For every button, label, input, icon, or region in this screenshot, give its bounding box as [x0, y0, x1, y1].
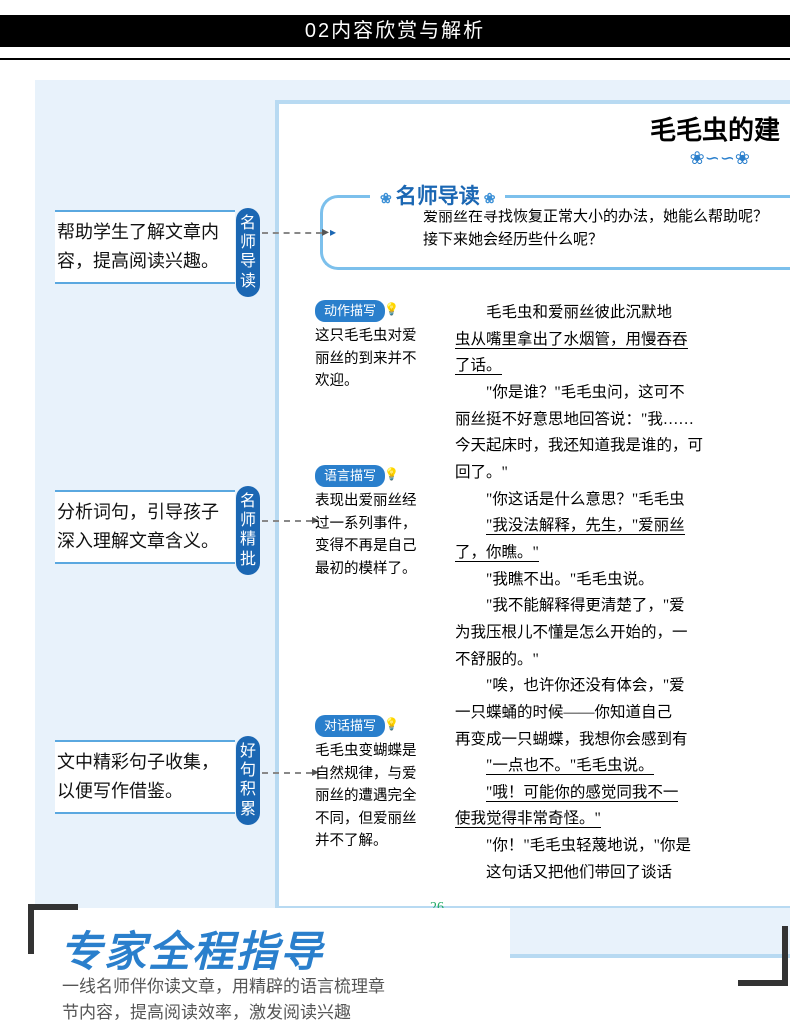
underlined-text: 了，你瞧。": [455, 544, 539, 562]
body-line: "你这话是什么意思？"毛毛虫: [455, 487, 790, 514]
annotation-tag: 动作描写💡: [315, 300, 385, 322]
expert-sub1: 一线名师伴你读文章，用精辟的语言梳理章: [62, 977, 385, 996]
bottom-section: 专家全程指导 一线名师伴你读文章，用精辟的语言梳理章 节内容，提高阅读效率，激发…: [0, 908, 790, 1030]
guide-arrow-icon: ▸: [330, 225, 336, 239]
annotation-text: 表现出爱丽丝经过一系列事件，变得不再是自己最初的模样了。: [315, 493, 417, 576]
body-line: 使我觉得非常奇怪。": [455, 806, 790, 833]
annotation-text: 这只毛毛虫对爱丽丝的到来并不欢迎。: [315, 328, 417, 389]
guide-text: 爱丽丝在寻找恢复正常大小的办法，她能么帮助呢？接下来她会经历些什么呢？: [423, 206, 780, 251]
section-title-bar: 02内容欣赏与解析: [0, 15, 790, 47]
underlined-text: 使我觉得非常奇怪。": [455, 810, 601, 828]
dashed-arrow-icon: [262, 232, 322, 234]
body-line: "哦！可能你的感觉同我不一: [455, 780, 790, 807]
callout-box: 分析词句，引导孩子深入理解文章含义。: [55, 490, 235, 564]
pill-label: 好句积累: [236, 736, 260, 825]
body-line: 一只蝶蛹的时候——你知道自己: [455, 700, 790, 727]
body-line: "我瞧不出。"毛毛虫说。: [455, 567, 790, 594]
body-line: "一点也不。"毛毛虫说。: [455, 753, 790, 780]
expert-sub2: 节内容，提高阅读效率，激发阅读兴趣: [62, 1003, 351, 1022]
body-line: 了话。: [455, 353, 790, 380]
body-line: 丽丝挺不好意思地回答说："我……: [455, 407, 790, 434]
body-line: "你！"毛毛虫轻蔑地说，"你是: [455, 833, 790, 860]
header-band: 02内容欣赏与解析: [0, 0, 790, 60]
bulb-icon: 💡: [384, 715, 399, 734]
body-line: 今天起床时，我还知道我是谁的，可: [455, 433, 790, 460]
underlined-text: "一点也不。"毛毛虫说。: [486, 757, 654, 775]
body-line: 再变成一只蝴蝶，我想你会感到有: [455, 727, 790, 754]
dashed-arrow-icon: [262, 772, 312, 774]
dashed-arrow-icon: [262, 520, 312, 522]
annotation-text: 毛毛虫变蝴蝶是自然规律，与爱丽丝的遭遇完全不同，但爱丽丝并不了解。: [315, 743, 417, 849]
flourish-icon: ❀∽∽❀: [690, 148, 750, 169]
body-line: 了，你瞧。": [455, 540, 790, 567]
chapter-title: 毛毛虫的建: [650, 110, 780, 147]
body-line: "我没法解释，先生，"爱丽丝: [455, 513, 790, 540]
body-text-column: 毛毛虫和爱丽丝彼此沉默地虫从嘴里拿出了水烟管，用慢吞吞了话。 "你是谁？"毛毛虫问…: [455, 300, 790, 886]
body-line: 毛毛虫和爱丽丝彼此沉默地: [455, 300, 790, 327]
body-line: "你是谁？"毛毛虫问，这可不: [455, 380, 790, 407]
annotation-tag: 对话描写💡: [315, 715, 385, 737]
bulb-icon: 💡: [384, 465, 399, 484]
body-line: 这句话又把他们带回了谈话: [455, 860, 790, 887]
callout-box: 帮助学生了解文章内容，提高阅读兴趣。: [55, 210, 235, 284]
pill-label: 名师导读: [236, 208, 260, 297]
underlined-text: 了话。: [455, 357, 502, 375]
guide-title: 名师导读: [370, 180, 505, 210]
annotation: 对话描写💡 毛毛虫变蝴蝶是自然规律，与爱丽丝的遭遇完全不同，但爱丽丝并不了解。: [315, 715, 430, 852]
annotation: 动作描写💡 这只毛毛虫对爱丽丝的到来并不欢迎。: [315, 300, 430, 393]
body-line: "我不能解释得更清楚了，"爱: [455, 593, 790, 620]
pill-label: 名师精批: [236, 486, 260, 575]
annotation: 语言描写💡 表现出爱丽丝经过一系列事件，变得不再是自己最初的模样了。: [315, 465, 430, 580]
annotation-tag: 语言描写💡: [315, 465, 385, 487]
callout-box: 文中精彩句子收集，以便写作借鉴。: [55, 740, 235, 814]
body-line: "唉，也许你还没有体会，"爱: [455, 673, 790, 700]
body-line: 为我压根儿不懂是怎么开始的，一: [455, 620, 790, 647]
bracket-bottom-right-icon: [738, 926, 788, 986]
underlined-text: 虫从嘴里拿出了水烟管，用慢吞吞: [455, 331, 688, 349]
page-area: 毛毛虫的建 ❀∽∽❀ 爱丽丝在寻找恢复正常大小的办法，她能么帮助呢？接下来她会经…: [0, 60, 790, 910]
bulb-icon: 💡: [384, 300, 399, 319]
body-line: 不舒服的。": [455, 647, 790, 674]
body-line: 虫从嘴里拿出了水烟管，用慢吞吞: [455, 327, 790, 354]
expert-subtext: 一线名师伴你读文章，用精辟的语言梳理章 节内容，提高阅读效率，激发阅读兴趣: [62, 974, 385, 1025]
expert-title: 专家全程指导: [60, 918, 324, 979]
body-line: 回了。": [455, 460, 790, 487]
underlined-text: "我没法解释，先生，"爱丽丝: [486, 517, 685, 535]
underlined-text: "哦！可能你的感觉同我不一: [486, 784, 678, 802]
